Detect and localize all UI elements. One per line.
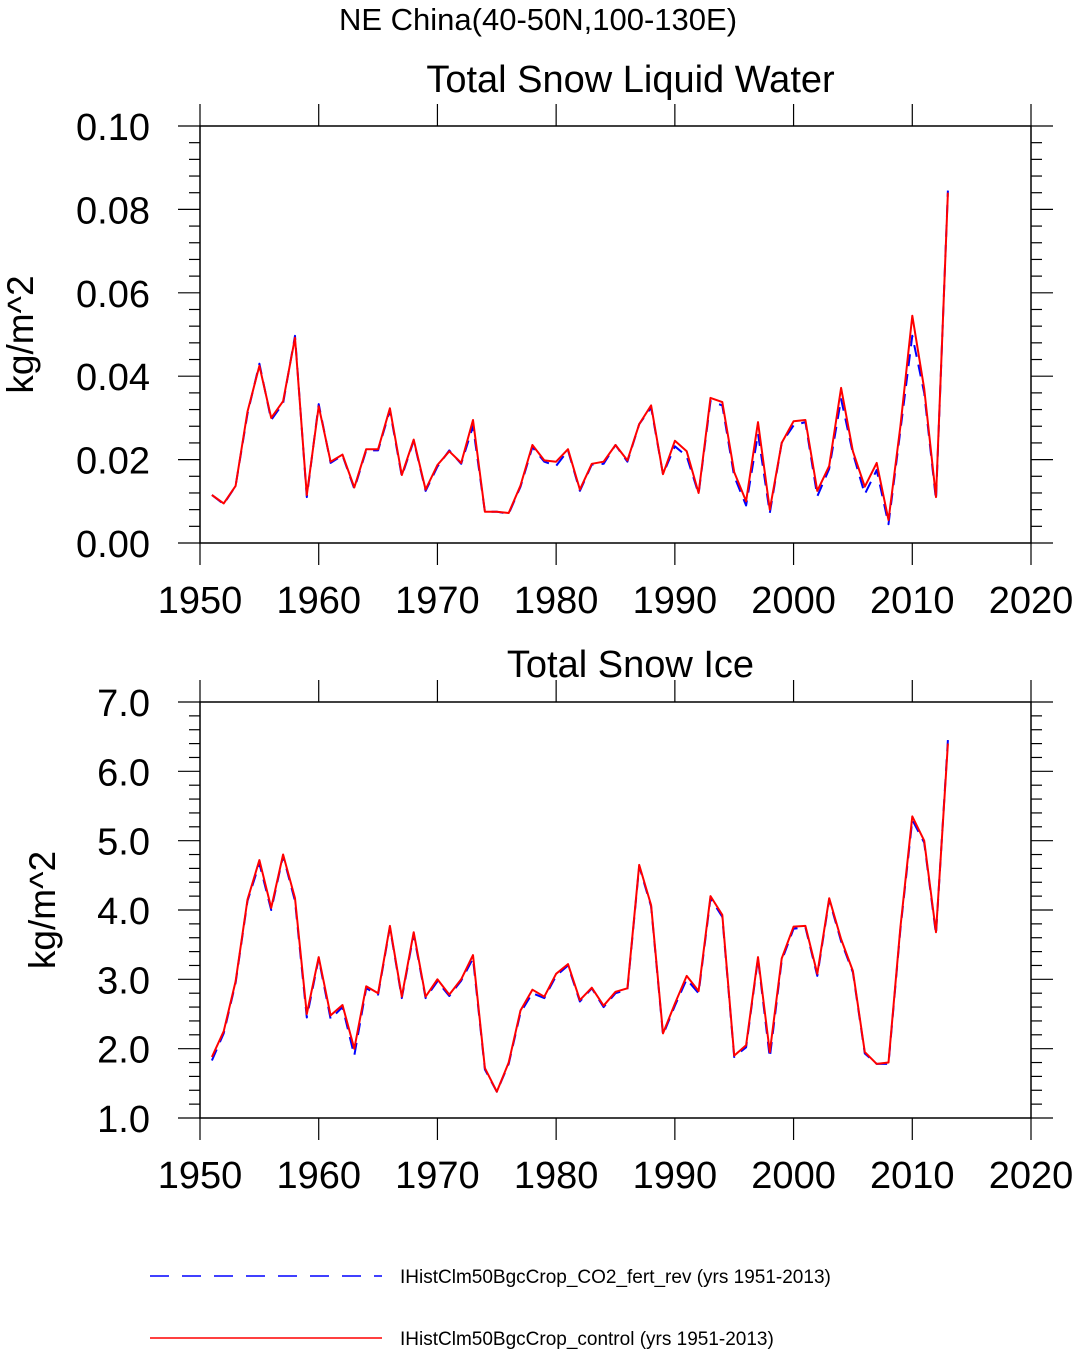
legend-label-co2-fert-rev: IHistClm50BgcCrop_CO2_fert_rev (yrs 1951…	[400, 1267, 831, 1288]
y-tick-label: 6.0	[97, 752, 150, 794]
y-tick-label: 1.0	[97, 1099, 150, 1141]
x-tick-label: 2000	[751, 1155, 836, 1197]
x-tick-label: 2010	[870, 1155, 955, 1197]
y-axis-label: kg/m^2	[0, 275, 41, 393]
y-tick-label: 4.0	[97, 891, 150, 933]
x-tick-label: 1990	[633, 580, 718, 622]
plot-frame	[199, 701, 1032, 1119]
plot-frame	[199, 125, 1032, 544]
x-tick-label: 1980	[514, 580, 599, 622]
x-tick-label: 1960	[276, 580, 361, 622]
y-tick-label: 0.00	[76, 524, 150, 566]
y-tick-label: 0.02	[76, 441, 150, 483]
x-tick-label: 1970	[395, 580, 480, 622]
panel-snow-liquid-water: Total Snow Liquid Water kg/m^2 1950 1960 197…	[0, 59, 1073, 622]
y-tick-label: 0.08	[76, 190, 150, 232]
series-line-co2-fert-rev	[211, 190, 949, 526]
x-tick-label: 1960	[276, 1155, 361, 1197]
figure-suptitle: NE China(40-50N,100-130E)	[339, 2, 737, 37]
x-tick-label: 1950	[158, 580, 243, 622]
y-tick-label: 0.06	[76, 274, 150, 316]
legend: IHistClm50BgcCrop_CO2_fert_rev (yrs 1951…	[150, 1267, 831, 1350]
x-tick-label: 1950	[158, 1155, 243, 1197]
x-tick-label: 2020	[989, 580, 1074, 622]
y-tick-label: 0.04	[76, 357, 150, 399]
x-tick-label: 1970	[395, 1155, 480, 1197]
series-line-co2-fert-rev	[210, 740, 949, 1093]
y-tick-label: 2.0	[97, 1030, 150, 1072]
legend-label-control: IHistClm50BgcCrop_control (yrs 1951-2013…	[400, 1329, 774, 1350]
x-tick-label: 1980	[514, 1155, 599, 1197]
y-axis-label: kg/m^2	[22, 851, 63, 969]
x-tick-label: 1990	[633, 1155, 718, 1197]
y-tick-label: 7.0	[97, 683, 150, 725]
y-tick-label: 0.10	[76, 107, 150, 149]
y-tick-label: 3.0	[97, 960, 150, 1002]
series-line-control	[210, 743, 949, 1093]
panel-snow-ice: Total Snow Ice kg/m^2 1950 1960 1970 1980 1990…	[22, 644, 1073, 1197]
x-tick-label: 2020	[989, 1155, 1074, 1197]
x-tick-label: 2000	[751, 580, 836, 622]
series-line-control	[211, 192, 949, 522]
chart-title: Total Snow Liquid Water	[426, 59, 835, 101]
x-tick-label: 2010	[870, 580, 955, 622]
y-tick-label: 5.0	[97, 822, 150, 864]
chart-title: Total Snow Ice	[507, 644, 754, 686]
